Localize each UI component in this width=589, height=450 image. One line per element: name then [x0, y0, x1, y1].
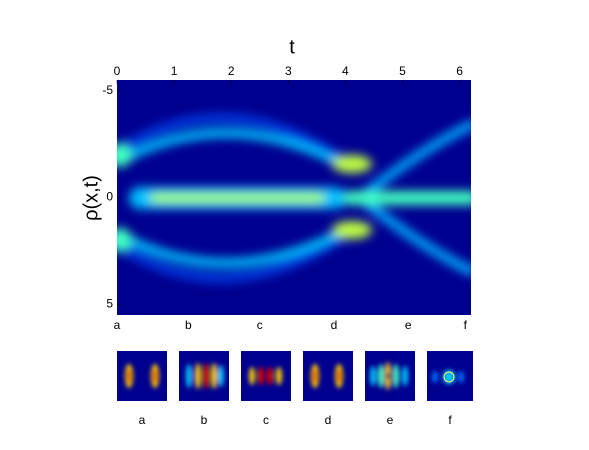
- y-tick-label: -5: [102, 83, 113, 97]
- thumbnail-label: d: [325, 413, 332, 427]
- frame-label: c: [257, 318, 263, 332]
- thumbnails: [117, 351, 473, 401]
- x-tick-label: 1: [171, 64, 178, 78]
- x-tick-label: 0: [114, 64, 121, 78]
- x-tick-label: 5: [399, 64, 406, 78]
- x-tick-label: 3: [285, 64, 292, 78]
- thumbnail-label: f: [448, 413, 452, 427]
- frame-label: d: [331, 318, 338, 332]
- x-tick-label: 2: [228, 64, 235, 78]
- frame-label: e: [405, 318, 412, 332]
- frame-label: f: [464, 318, 468, 332]
- y-tick-label: 5: [106, 296, 113, 310]
- thumbnail-label: c: [263, 413, 269, 427]
- chart-title: t: [289, 36, 295, 58]
- x-tick-label: 6: [456, 64, 463, 78]
- y-tick-label: 0: [106, 190, 113, 204]
- frame-label: b: [185, 318, 192, 332]
- thumbnail-label: a: [139, 413, 146, 427]
- y-axis-label: ρ(x,t): [80, 175, 102, 221]
- thumbnail-label: b: [201, 413, 208, 427]
- x-tick-label: 4: [342, 64, 349, 78]
- frame-label: a: [114, 318, 121, 332]
- thumbnail-label: e: [387, 413, 394, 427]
- heatmap: [117, 80, 471, 315]
